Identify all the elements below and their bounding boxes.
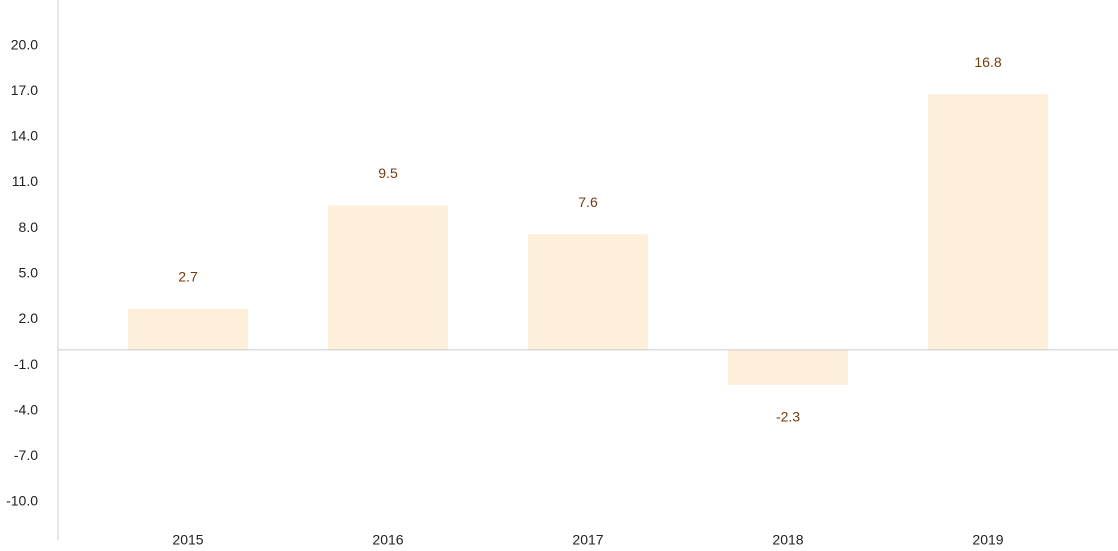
x-axis: 2015 2016 2017 2018 2019: [58, 349, 1118, 548]
y-tick-label: 20.0: [11, 36, 38, 52]
y-tick-label: -7.0: [14, 447, 38, 463]
data-label: -2.3: [776, 409, 800, 425]
y-tick-label: -1.0: [14, 356, 38, 372]
data-label: 16.8: [974, 54, 1001, 70]
bar: [328, 205, 448, 350]
y-tick-label: -10.0: [6, 493, 38, 509]
y-tick-label: 14.0: [11, 128, 38, 144]
y-tick-label: 11.0: [12, 173, 38, 189]
y-tick-label: 2.0: [19, 310, 39, 326]
bar: [128, 308, 248, 350]
data-label: 9.5: [378, 165, 398, 181]
y-tick-label: -4.0: [14, 401, 38, 417]
bar: [728, 349, 848, 385]
value-labels: 2.7 9.5 7.6 -2.3 16.8: [178, 54, 1002, 425]
bar: [928, 94, 1048, 350]
bars: [128, 94, 1048, 385]
bar: [528, 234, 648, 350]
x-tick-label: 2018: [772, 532, 803, 548]
data-label: 2.7: [178, 268, 198, 284]
y-tick-label: 5.0: [19, 265, 39, 281]
x-tick-label: 2016: [372, 532, 403, 548]
x-tick-label: 2019: [972, 532, 1003, 548]
y-tick-label: 8.0: [19, 219, 39, 235]
y-axis: 20.0 17.0 14.0 11.0 8.0 5.0 2.0 -1.0 -4.0 -7.0 -10…: [6, 0, 59, 540]
x-tick-label: 2017: [572, 532, 603, 548]
data-label: 7.6: [578, 194, 598, 210]
y-tick-label: 17.0: [11, 82, 38, 98]
x-tick-label: 2015: [172, 532, 203, 548]
